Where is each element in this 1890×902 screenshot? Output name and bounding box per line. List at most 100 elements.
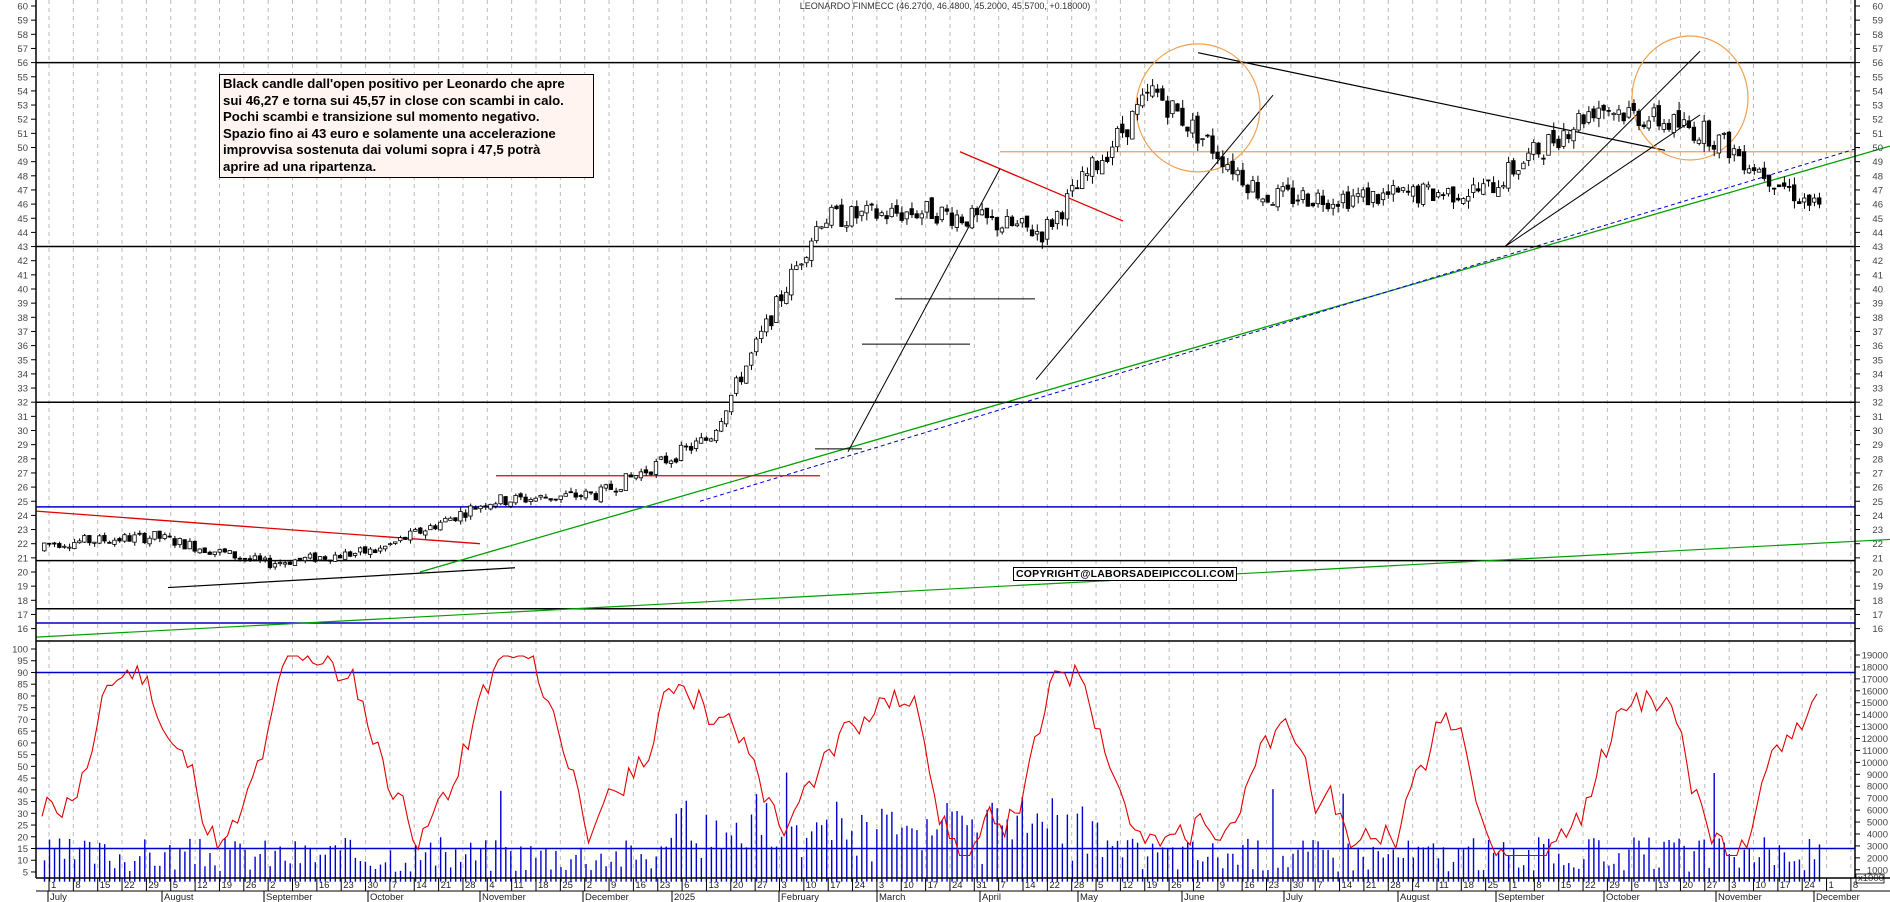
day-label: 6 [1634, 880, 1639, 891]
day-label: 21 [441, 880, 452, 891]
black-candle [588, 491, 593, 494]
day-label: 14 [1025, 880, 1036, 891]
white-candle [1812, 197, 1817, 203]
descending-trendline [959, 151, 1124, 222]
price-tick-label: 55 [17, 72, 28, 83]
black-candle [1059, 212, 1065, 220]
white-candle [162, 534, 167, 539]
white-candle [759, 330, 764, 339]
day-label: 26 [246, 880, 257, 891]
black-candle [1621, 112, 1626, 122]
black-candle [1781, 182, 1787, 187]
day-label: 30 [1293, 880, 1304, 891]
white-candle [819, 226, 824, 229]
black-candle [553, 498, 558, 501]
white-candle [1661, 123, 1666, 130]
price-tick-label: 28 [17, 454, 28, 465]
white-candle [413, 529, 418, 532]
long-term-trendline [35, 538, 1890, 638]
black-candle [1185, 126, 1190, 132]
price-tick-label: 50 [1872, 143, 1883, 154]
black-candle [1606, 109, 1611, 112]
day-label: 22 [1049, 880, 1060, 891]
white-candle [302, 556, 308, 561]
black-candle [1486, 179, 1491, 182]
price-tick-label: 49 [1872, 157, 1883, 168]
price-tick-label: 38 [1872, 313, 1883, 324]
black-candle [1711, 144, 1717, 150]
day-label: 9 [1220, 880, 1225, 891]
white-candle [713, 429, 719, 442]
white-candle [1390, 185, 1396, 195]
white-candle [1731, 148, 1737, 156]
month-label: June [1184, 892, 1205, 902]
black-candle [518, 493, 523, 498]
white-candle [488, 503, 493, 510]
black-candle [899, 212, 904, 221]
day-label: 3 [879, 880, 884, 891]
black-candle [593, 493, 598, 501]
black-candle [1787, 185, 1792, 188]
black-candle [964, 221, 970, 227]
note-line: improvvisa sostenuta dai volumi sopra i … [223, 142, 541, 158]
black-candle [1631, 103, 1636, 111]
white-candle [217, 549, 222, 553]
black-candle [322, 556, 328, 560]
black-candle [739, 376, 744, 383]
note-line: aprire ad una ripartenza. [223, 158, 377, 174]
black-candle [1766, 174, 1772, 187]
black-candle [172, 538, 177, 546]
white-candle [1019, 218, 1025, 224]
price-tick-label: 33 [17, 384, 28, 395]
day-label: 23 [660, 880, 671, 891]
black-candle [257, 555, 263, 561]
white-candle [1150, 85, 1155, 97]
white-candle [1340, 193, 1346, 204]
black-candle [312, 552, 318, 562]
black-candle [683, 445, 689, 448]
black-candle [1024, 215, 1030, 228]
month-label: December [1816, 892, 1860, 902]
oscillator-tick-label: 50 [17, 762, 28, 773]
day-label: 9 [295, 880, 300, 891]
white-candle [493, 503, 498, 507]
day-label: 29 [1609, 880, 1620, 891]
support-line [167, 567, 516, 589]
oscillator-volume-panel [36, 655, 1855, 882]
white-candle [1446, 188, 1451, 195]
black-candle [673, 458, 679, 463]
day-label: 24 [952, 880, 963, 891]
volume-tick-label: 3000 [1867, 841, 1888, 852]
white-candle [67, 546, 72, 549]
white-candle [197, 548, 202, 554]
white-candle [1034, 231, 1040, 235]
black-candle [869, 203, 874, 206]
price-tick-label: 24 [17, 511, 28, 522]
day-label: 24 [855, 880, 866, 891]
day-label: 17 [928, 880, 939, 891]
price-tick-label: 36 [17, 341, 28, 352]
price-tick-label: 31 [1872, 412, 1883, 423]
price-tick-label: 43 [17, 242, 28, 253]
note-line: Black candle dall'open positivo per Leon… [223, 76, 565, 91]
white-candle [678, 444, 684, 461]
price-tick-label: 53 [1872, 101, 1883, 112]
price-tick-label: 47 [1872, 185, 1883, 196]
month-label: August [164, 892, 194, 902]
day-label: 30 [368, 880, 379, 891]
white-candle [77, 540, 82, 544]
price-tick-label: 57 [17, 44, 28, 55]
white-candle [152, 531, 157, 540]
white-candle [443, 517, 448, 523]
white-candle [1651, 107, 1656, 118]
black-candle [1029, 229, 1035, 237]
price-tick-label: 29 [17, 440, 28, 451]
price-tick-label: 27 [17, 468, 28, 479]
black-candle [578, 495, 583, 497]
black-candle [1476, 188, 1481, 192]
price-tick-label: 24 [1872, 511, 1883, 522]
black-candle [874, 208, 879, 219]
white-candle [1270, 203, 1275, 206]
black-candle [1220, 156, 1225, 168]
black-candle [984, 207, 990, 219]
